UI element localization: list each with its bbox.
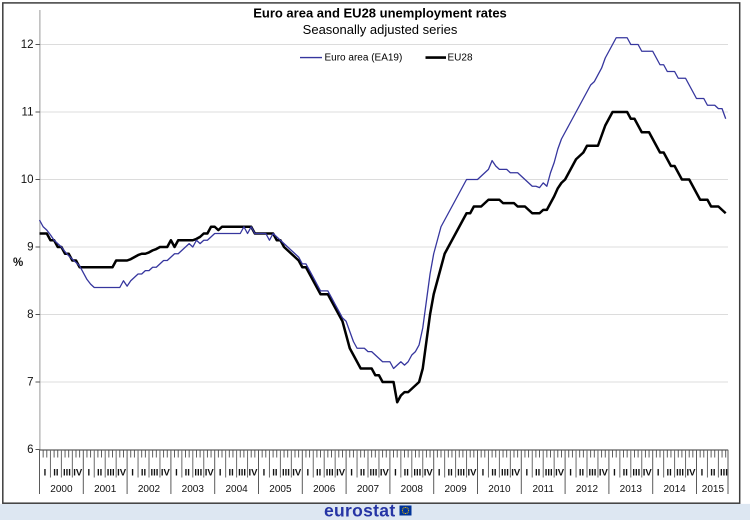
svg-text:2006: 2006 bbox=[313, 484, 336, 495]
svg-text:6: 6 bbox=[27, 444, 33, 456]
svg-text:2012: 2012 bbox=[576, 484, 599, 495]
svg-text:II: II bbox=[623, 468, 628, 479]
svg-text:11: 11 bbox=[22, 107, 34, 119]
svg-text:Seasonally adjusted series: Seasonally adjusted series bbox=[303, 22, 458, 37]
svg-text:I: I bbox=[263, 468, 266, 479]
svg-text:III: III bbox=[632, 468, 640, 479]
svg-text:II: II bbox=[710, 468, 715, 479]
svg-text:III: III bbox=[720, 468, 728, 479]
svg-text:I: I bbox=[394, 468, 397, 479]
svg-text:II: II bbox=[97, 468, 102, 479]
svg-text:III: III bbox=[370, 468, 378, 479]
svg-text:2009: 2009 bbox=[444, 484, 467, 495]
svg-text:Euro area and EU28 unemploymen: Euro area and EU28 unemployment rates bbox=[253, 6, 507, 21]
svg-text:2001: 2001 bbox=[94, 484, 117, 495]
svg-text:2007: 2007 bbox=[357, 484, 380, 495]
svg-text:12: 12 bbox=[21, 39, 34, 51]
svg-text:I: I bbox=[44, 468, 47, 479]
svg-text:IV: IV bbox=[687, 468, 697, 479]
svg-text:IV: IV bbox=[336, 468, 346, 479]
svg-text:9: 9 bbox=[27, 242, 33, 254]
svg-text:III: III bbox=[545, 468, 553, 479]
svg-text:III: III bbox=[63, 468, 71, 479]
svg-text:III: III bbox=[238, 468, 246, 479]
svg-text:EU28: EU28 bbox=[448, 53, 473, 64]
svg-text:IV: IV bbox=[249, 468, 259, 479]
svg-text:II: II bbox=[53, 468, 58, 479]
svg-text:III: III bbox=[676, 468, 684, 479]
svg-text:II: II bbox=[491, 468, 496, 479]
svg-text:III: III bbox=[501, 468, 509, 479]
svg-text:2002: 2002 bbox=[138, 484, 161, 495]
svg-text:2011: 2011 bbox=[532, 484, 554, 495]
svg-text:II: II bbox=[316, 468, 321, 479]
svg-text:IV: IV bbox=[468, 468, 478, 479]
svg-text:I: I bbox=[657, 468, 660, 479]
svg-text:2000: 2000 bbox=[50, 484, 73, 495]
svg-text:IV: IV bbox=[117, 468, 127, 479]
svg-text:I: I bbox=[482, 468, 485, 479]
svg-text:I: I bbox=[350, 468, 353, 479]
svg-text:2010: 2010 bbox=[488, 484, 511, 495]
svg-text:III: III bbox=[413, 468, 421, 479]
svg-text:7: 7 bbox=[27, 377, 33, 389]
svg-text:I: I bbox=[525, 468, 528, 479]
svg-text:I: I bbox=[613, 468, 616, 479]
svg-text:III: III bbox=[194, 468, 202, 479]
svg-text:IV: IV bbox=[424, 468, 434, 479]
svg-text:II: II bbox=[141, 468, 146, 479]
svg-text:2015: 2015 bbox=[702, 484, 725, 495]
svg-text:IV: IV bbox=[161, 468, 171, 479]
svg-text:eurostat: eurostat bbox=[324, 501, 395, 521]
svg-text:%: % bbox=[13, 257, 23, 269]
svg-text:II: II bbox=[360, 468, 365, 479]
svg-text:2005: 2005 bbox=[269, 484, 292, 495]
svg-text:2008: 2008 bbox=[401, 484, 424, 495]
svg-text:2013: 2013 bbox=[620, 484, 643, 495]
svg-text:I: I bbox=[131, 468, 134, 479]
svg-text:I: I bbox=[175, 468, 178, 479]
svg-text:IV: IV bbox=[73, 468, 83, 479]
svg-text:IV: IV bbox=[205, 468, 215, 479]
svg-text:I: I bbox=[569, 468, 572, 479]
svg-text:Euro area (EA19): Euro area (EA19) bbox=[325, 53, 403, 64]
svg-text:I: I bbox=[87, 468, 90, 479]
svg-text:I: I bbox=[306, 468, 309, 479]
svg-text:II: II bbox=[228, 468, 233, 479]
svg-text:IV: IV bbox=[599, 468, 609, 479]
svg-text:2003: 2003 bbox=[182, 484, 205, 495]
svg-text:II: II bbox=[579, 468, 584, 479]
svg-text:II: II bbox=[447, 468, 452, 479]
svg-text:IV: IV bbox=[643, 468, 653, 479]
svg-text:III: III bbox=[282, 468, 290, 479]
svg-text:II: II bbox=[404, 468, 409, 479]
svg-text:II: II bbox=[535, 468, 540, 479]
svg-text:I: I bbox=[438, 468, 441, 479]
svg-text:III: III bbox=[107, 468, 115, 479]
svg-text:III: III bbox=[589, 468, 597, 479]
svg-text:II: II bbox=[666, 468, 671, 479]
svg-text:10: 10 bbox=[21, 174, 34, 186]
svg-text:2004: 2004 bbox=[225, 484, 248, 495]
svg-text:IV: IV bbox=[555, 468, 565, 479]
svg-text:III: III bbox=[151, 468, 159, 479]
svg-text:III: III bbox=[326, 468, 334, 479]
svg-text:IV: IV bbox=[511, 468, 521, 479]
svg-text:I: I bbox=[219, 468, 222, 479]
svg-text:II: II bbox=[272, 468, 277, 479]
svg-text:II: II bbox=[185, 468, 190, 479]
svg-text:IV: IV bbox=[380, 468, 390, 479]
svg-text:2014: 2014 bbox=[663, 484, 686, 495]
svg-text:IV: IV bbox=[292, 468, 302, 479]
svg-text:III: III bbox=[457, 468, 465, 479]
svg-text:I: I bbox=[701, 468, 704, 479]
svg-text:8: 8 bbox=[27, 309, 33, 321]
